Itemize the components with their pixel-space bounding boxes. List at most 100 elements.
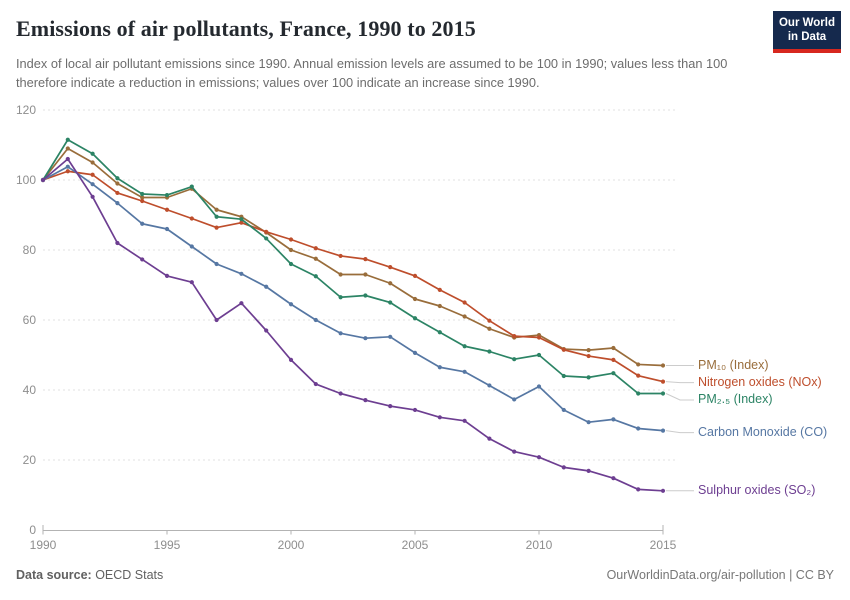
data-point[interactable]: [636, 362, 641, 367]
data-point[interactable]: [412, 350, 418, 355]
series-line[interactable]: [42, 147, 664, 367]
data-point[interactable]: [586, 375, 591, 380]
data-point[interactable]: [462, 314, 467, 319]
data-point[interactable]: [363, 398, 368, 403]
data-point[interactable]: [214, 214, 219, 219]
data-point[interactable]: [512, 334, 517, 339]
data-point[interactable]: [388, 404, 393, 409]
data-point[interactable]: [437, 365, 442, 370]
data-point[interactable]: [487, 383, 492, 388]
data-point[interactable]: [462, 344, 467, 349]
data-point[interactable]: [65, 156, 70, 162]
data-point[interactable]: [462, 300, 467, 305]
data-point[interactable]: [586, 353, 591, 359]
data-point[interactable]: [363, 293, 368, 298]
data-point[interactable]: [437, 330, 442, 335]
data-point[interactable]: [140, 198, 145, 204]
data-point[interactable]: [214, 225, 219, 230]
credit-link[interactable]: OurWorldinData.org/air-pollution | CC BY: [606, 568, 834, 582]
data-point[interactable]: [586, 468, 591, 473]
data-point[interactable]: [611, 417, 616, 422]
data-point[interactable]: [164, 192, 170, 198]
data-point[interactable]: [462, 418, 467, 423]
data-point[interactable]: [338, 272, 343, 277]
data-point[interactable]: [636, 373, 641, 378]
data-point[interactable]: [636, 391, 641, 396]
data-point[interactable]: [90, 172, 95, 177]
data-point[interactable]: [313, 317, 318, 323]
data-point[interactable]: [388, 334, 393, 339]
data-point[interactable]: [239, 301, 244, 306]
data-point[interactable]: [264, 229, 269, 234]
data-point[interactable]: [313, 256, 318, 261]
series-line[interactable]: [42, 165, 664, 432]
data-point[interactable]: [437, 415, 442, 420]
data-point[interactable]: [636, 487, 641, 492]
data-point[interactable]: [65, 137, 70, 142]
data-point[interactable]: [536, 384, 542, 389]
data-point[interactable]: [313, 274, 318, 279]
data-point[interactable]: [487, 436, 492, 441]
data-point[interactable]: [437, 303, 442, 309]
data-point[interactable]: [660, 391, 666, 396]
data-point[interactable]: [115, 176, 120, 181]
data-point[interactable]: [164, 226, 170, 232]
data-point[interactable]: [586, 420, 591, 425]
data-point[interactable]: [412, 407, 418, 413]
data-point[interactable]: [512, 357, 517, 362]
data-point[interactable]: [115, 240, 120, 246]
data-point[interactable]: [487, 326, 492, 331]
data-point[interactable]: [462, 369, 467, 374]
data-point[interactable]: [611, 371, 616, 376]
data-point[interactable]: [264, 236, 269, 241]
data-point[interactable]: [239, 220, 244, 225]
data-point[interactable]: [189, 244, 194, 249]
data-point[interactable]: [164, 273, 170, 278]
data-point[interactable]: [115, 190, 120, 196]
data-point[interactable]: [388, 265, 393, 270]
data-point[interactable]: [288, 261, 294, 267]
data-point[interactable]: [189, 216, 194, 221]
data-point[interactable]: [115, 181, 120, 186]
data-point[interactable]: [65, 146, 70, 151]
data-point[interactable]: [512, 397, 517, 402]
data-point[interactable]: [536, 352, 542, 358]
data-point[interactable]: [338, 391, 343, 396]
data-point[interactable]: [288, 357, 294, 362]
data-point[interactable]: [660, 379, 666, 384]
data-point[interactable]: [561, 347, 566, 352]
data-point[interactable]: [611, 476, 616, 481]
data-point[interactable]: [586, 348, 591, 353]
series-line[interactable]: [42, 138, 663, 395]
data-point[interactable]: [189, 280, 194, 285]
data-point[interactable]: [636, 426, 641, 431]
data-point[interactable]: [363, 257, 368, 262]
data-point[interactable]: [437, 287, 442, 292]
data-point[interactable]: [536, 335, 542, 340]
series-line[interactable]: [42, 158, 664, 492]
data-point[interactable]: [264, 328, 269, 333]
legend-label[interactable]: PM₂.₅ (Index): [698, 392, 773, 406]
data-point[interactable]: [90, 151, 95, 156]
data-point[interactable]: [90, 182, 95, 187]
data-point[interactable]: [561, 407, 566, 413]
data-point[interactable]: [90, 194, 95, 199]
data-point[interactable]: [239, 271, 244, 276]
data-point[interactable]: [338, 331, 343, 336]
data-point[interactable]: [90, 160, 95, 165]
data-point[interactable]: [288, 247, 294, 253]
data-point[interactable]: [660, 363, 666, 368]
data-point[interactable]: [412, 316, 418, 321]
data-point[interactable]: [214, 261, 219, 267]
data-point[interactable]: [363, 272, 368, 277]
data-point[interactable]: [363, 336, 368, 341]
data-point[interactable]: [164, 207, 170, 212]
legend-label[interactable]: Sulphur oxides (SO₂): [698, 482, 816, 497]
data-point[interactable]: [611, 345, 616, 351]
data-point[interactable]: [338, 253, 343, 259]
data-point[interactable]: [65, 164, 70, 169]
data-point[interactable]: [512, 449, 517, 454]
data-point[interactable]: [189, 184, 194, 189]
data-point[interactable]: [388, 281, 393, 286]
data-point[interactable]: [288, 302, 294, 307]
